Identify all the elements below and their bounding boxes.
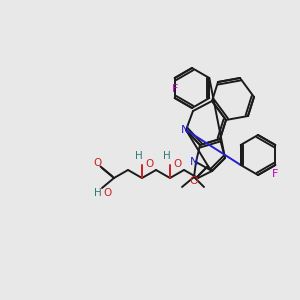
Text: F: F: [272, 169, 278, 179]
Text: H: H: [135, 151, 143, 161]
Text: N: N: [190, 157, 198, 167]
Text: H: H: [163, 151, 171, 161]
Text: F: F: [172, 84, 178, 94]
Text: O: O: [146, 159, 154, 169]
Text: H: H: [94, 188, 102, 198]
Text: O: O: [103, 188, 111, 198]
Text: N: N: [181, 125, 189, 135]
Text: O: O: [190, 176, 198, 186]
Text: O: O: [174, 159, 182, 169]
Text: O: O: [93, 158, 101, 168]
